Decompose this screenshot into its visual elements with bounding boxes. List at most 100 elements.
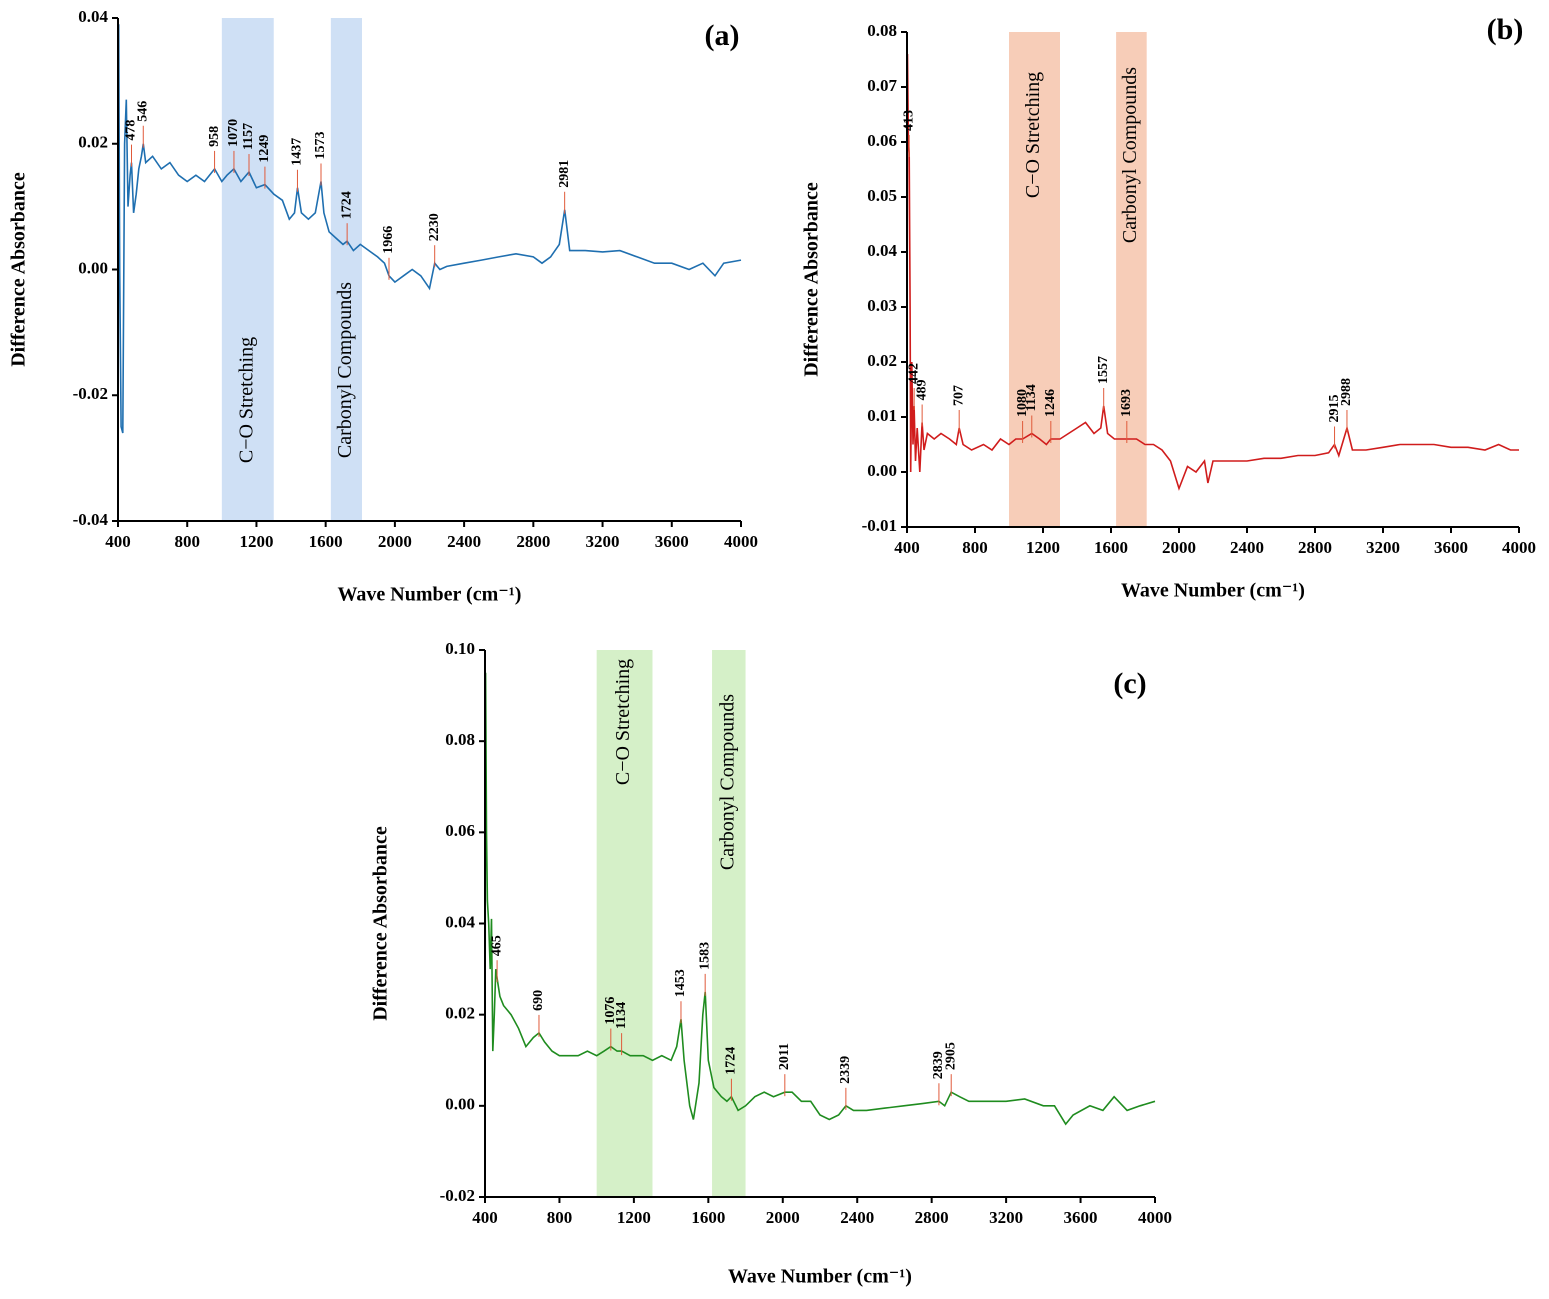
peak-label: 1080 <box>1015 389 1030 417</box>
peak-label: 2915 <box>1327 395 1342 423</box>
x-tick-label: 1200 <box>1026 538 1060 557</box>
x-tick-label: 400 <box>105 532 131 551</box>
peak-label: 707 <box>951 385 966 406</box>
x-tick-label: 400 <box>894 538 920 557</box>
peak-label: 1157 <box>241 123 256 150</box>
y-tick-label: 0.04 <box>867 241 897 260</box>
peak-label: 2988 <box>1339 378 1354 406</box>
peak-label: 1134 <box>1024 384 1039 411</box>
peak-label: 1134 <box>614 1002 629 1029</box>
y-axis-label: Difference Absorbance <box>801 182 823 377</box>
x-tick-label: 1600 <box>1094 538 1128 557</box>
y-tick-label: 0.10 <box>445 639 475 658</box>
band <box>712 650 746 1197</box>
x-tick-label: 3200 <box>1366 538 1400 557</box>
peak-label: 465 <box>489 935 504 956</box>
x-tick-label: 2000 <box>1162 538 1196 557</box>
peak-label: 1724 <box>724 1047 739 1075</box>
panel-label: (c) <box>1113 667 1146 700</box>
x-tick-label: 4000 <box>724 532 758 551</box>
peak-label: 2981 <box>557 160 572 188</box>
x-tick-label: 1600 <box>691 1208 725 1227</box>
x-tick-label: 2800 <box>1298 538 1332 557</box>
y-tick-label: 0.03 <box>867 296 897 315</box>
band <box>1009 32 1060 527</box>
spectrum-line <box>906 53 1519 491</box>
spectrum-line <box>484 672 1156 1126</box>
y-tick-label: 0.06 <box>445 821 475 840</box>
x-tick-label: 800 <box>174 532 200 551</box>
peak-label: 2230 <box>427 213 442 241</box>
x-tick-label: 800 <box>547 1208 573 1227</box>
peak-label: 478 <box>124 120 139 141</box>
x-tick-label: 1200 <box>617 1208 651 1227</box>
y-tick-label: 0.00 <box>78 258 108 277</box>
peak-label: 1724 <box>339 191 354 219</box>
x-tick-label: 2800 <box>915 1208 949 1227</box>
peak-label: 1583 <box>697 942 712 970</box>
peak-label: 2905 <box>943 1042 958 1070</box>
band <box>330 18 363 521</box>
band-label: C−O Stretching <box>235 337 257 463</box>
x-tick-label: 2400 <box>1230 538 1264 557</box>
x-tick-label: 800 <box>962 538 988 557</box>
y-tick-label: 0.02 <box>445 1004 475 1023</box>
y-tick-label: -0.01 <box>862 516 897 535</box>
x-tick-label: 2000 <box>766 1208 800 1227</box>
peak-label: 2339 <box>838 1056 853 1084</box>
peak-label: 489 <box>914 380 929 401</box>
y-tick-label: 0.01 <box>867 406 897 425</box>
y-tick-label: 0.08 <box>867 21 897 40</box>
y-tick-label: 0.07 <box>867 76 897 95</box>
y-tick-label: -0.02 <box>73 384 108 403</box>
x-axis-label: Wave Number (cm⁻¹) <box>1121 580 1305 602</box>
y-axis-label: Difference Absorbance <box>370 826 392 1021</box>
y-tick-label: 0.02 <box>867 351 897 370</box>
x-tick-label: 1600 <box>309 532 343 551</box>
peak-label: 1076 <box>603 997 618 1025</box>
peak-label: 1693 <box>1119 389 1134 417</box>
band-label: C−O Stretching <box>1022 72 1044 198</box>
y-tick-label: 0.00 <box>867 461 897 480</box>
x-tick-label: 3600 <box>1434 538 1468 557</box>
x-axis-label: Wave Number (cm⁻¹) <box>728 1266 912 1288</box>
x-tick-label: 3600 <box>655 532 689 551</box>
y-tick-label: 0.05 <box>867 186 897 205</box>
band-label: Carbonyl Compounds <box>1119 67 1141 243</box>
x-tick-label: 3600 <box>1064 1208 1098 1227</box>
peak-label: 546 <box>135 101 150 122</box>
peak-label: 1573 <box>313 131 328 159</box>
panel-label: (b) <box>1487 13 1524 46</box>
x-axis-label: Wave Number (cm⁻¹) <box>338 584 522 606</box>
band <box>596 650 653 1197</box>
peak-label: 1070 <box>226 119 241 147</box>
x-tick-label: 400 <box>472 1208 498 1227</box>
y-tick-label: 0.04 <box>445 912 475 931</box>
peak-label: 2839 <box>931 1051 946 1079</box>
x-tick-label: 1200 <box>239 532 273 551</box>
y-axis-label: Difference Absorbance <box>8 172 30 367</box>
peak-label: 1557 <box>1096 356 1111 384</box>
y-tick-label: 0.06 <box>867 131 897 150</box>
x-tick-label: 4000 <box>1502 538 1536 557</box>
band <box>221 18 274 521</box>
peak-label: 1453 <box>673 969 688 997</box>
x-tick-label: 2400 <box>840 1208 874 1227</box>
peak-label: 690 <box>531 990 546 1011</box>
y-tick-label: -0.04 <box>73 510 109 529</box>
x-tick-label: 2800 <box>516 532 550 551</box>
peak-label: 1246 <box>1043 389 1058 417</box>
panel-label: (a) <box>705 19 740 52</box>
peak-label: 1249 <box>257 135 272 163</box>
y-tick-label: 0.00 <box>445 1095 475 1114</box>
peak-label: 1437 <box>290 138 305 166</box>
band-label: C−O Stretching <box>612 659 634 785</box>
peak-label: 442 <box>906 363 921 384</box>
x-tick-label: 2400 <box>447 532 481 551</box>
peak-label: 413 <box>901 110 916 131</box>
x-tick-label: 3200 <box>586 532 620 551</box>
peak-label: 958 <box>207 126 222 147</box>
band <box>1116 32 1147 527</box>
y-tick-label: 0.02 <box>78 133 108 152</box>
